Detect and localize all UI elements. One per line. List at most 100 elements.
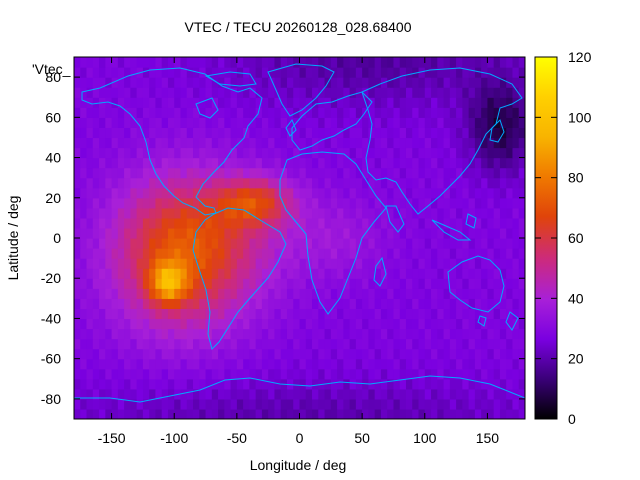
heatmap-cell (412, 358, 420, 370)
heatmap-cell (280, 177, 288, 189)
heatmap-cell (274, 328, 282, 340)
heatmap-cell (437, 117, 445, 128)
heatmap-cell (355, 408, 363, 419)
heatmap-cell (155, 167, 163, 179)
heatmap-cell (92, 107, 100, 118)
heatmap-cell (255, 177, 263, 189)
heatmap-cell (280, 288, 288, 299)
heatmap-cell (412, 147, 420, 159)
heatmap-cell (224, 408, 232, 419)
heatmap-cell (149, 308, 157, 320)
heatmap-cell (224, 248, 232, 259)
heatmap-cell (368, 298, 376, 309)
heatmap-cell (305, 77, 313, 88)
heatmap-cell (349, 298, 357, 309)
heatmap-cell (293, 318, 301, 330)
heatmap-cell (387, 338, 395, 350)
heatmap-cell (380, 57, 388, 68)
heatmap-cell (80, 388, 88, 400)
heatmap-cell (180, 77, 188, 88)
heatmap-cell (318, 248, 326, 259)
heatmap-cell (299, 137, 307, 149)
heatmap-cell (211, 368, 219, 380)
heatmap-cell (443, 57, 451, 68)
heatmap-cell (180, 258, 188, 269)
heatmap-cell (86, 147, 94, 159)
heatmap-cell (349, 358, 357, 370)
heatmap-cell (230, 378, 238, 390)
heatmap-cell (443, 318, 451, 330)
heatmap-cell (368, 227, 376, 239)
heatmap-cell (462, 77, 470, 88)
heatmap-cell (424, 67, 432, 78)
heatmap-cell (105, 207, 113, 219)
heatmap-cell (487, 318, 495, 330)
heatmap-cell (199, 268, 207, 279)
heatmap-cell (124, 318, 131, 330)
heatmap-cell (412, 127, 420, 139)
heatmap-cell (286, 57, 294, 68)
heatmap-cell (99, 147, 106, 159)
heatmap-cell (443, 298, 451, 309)
heatmap-cell (487, 358, 495, 370)
heatmap-cell (80, 338, 88, 350)
heatmap-cell (230, 77, 238, 88)
heatmap-cell (418, 217, 426, 229)
heatmap-cell (249, 77, 257, 88)
heatmap-cell (462, 57, 470, 68)
heatmap-cell (387, 157, 395, 169)
heatmap-cell (243, 67, 250, 78)
heatmap-cell (387, 288, 395, 299)
heatmap-cell (418, 278, 426, 289)
heatmap-cell (286, 137, 294, 149)
heatmap-cell (318, 187, 326, 199)
heatmap-cell (130, 238, 138, 249)
heatmap-cell (362, 187, 370, 199)
heatmap-cell (167, 157, 175, 169)
heatmap-cell (387, 147, 395, 159)
heatmap-cell (456, 348, 463, 360)
heatmap-cell (174, 238, 182, 249)
heatmap-cell (487, 268, 495, 279)
heatmap-cell (518, 117, 525, 128)
heatmap-cell (149, 227, 157, 239)
heatmap-cell (424, 288, 432, 299)
heatmap-cell (405, 97, 413, 108)
heatmap-cell (518, 167, 525, 179)
heatmap-cell (324, 268, 332, 279)
heatmap-cell (380, 318, 388, 330)
heatmap-cell (299, 318, 307, 330)
heatmap-cell (456, 147, 463, 159)
heatmap-cell (130, 368, 138, 380)
heatmap-cell (218, 238, 225, 249)
heatmap-cell (468, 328, 476, 340)
heatmap-cell (86, 348, 94, 360)
heatmap-cell (111, 238, 119, 249)
heatmap-cell (211, 408, 219, 419)
heatmap-cell (180, 217, 188, 229)
heatmap-cell (142, 388, 150, 400)
heatmap-cell (180, 368, 188, 380)
heatmap-cell (92, 217, 100, 229)
heatmap-cell (92, 197, 100, 209)
heatmap-cell (443, 97, 451, 108)
heatmap-cell (424, 137, 432, 149)
heatmap-cell (80, 398, 88, 410)
heatmap-cell (293, 248, 301, 259)
heatmap-cell (236, 127, 244, 139)
heatmap-cell (449, 147, 457, 159)
heatmap-cell (362, 77, 370, 88)
heatmap-cell (111, 197, 119, 209)
heatmap-cell (456, 298, 463, 309)
heatmap-cell (299, 388, 307, 400)
heatmap-cell (205, 348, 213, 360)
heatmap-cell (117, 97, 125, 108)
heatmap-cell (249, 207, 257, 219)
heatmap-cell (474, 77, 482, 88)
heatmap-cell (249, 288, 257, 299)
heatmap-cell (349, 338, 357, 350)
heatmap-cell (312, 77, 319, 88)
heatmap-cell (211, 97, 219, 108)
heatmap-cell (92, 358, 100, 370)
heatmap-cell (130, 248, 138, 259)
